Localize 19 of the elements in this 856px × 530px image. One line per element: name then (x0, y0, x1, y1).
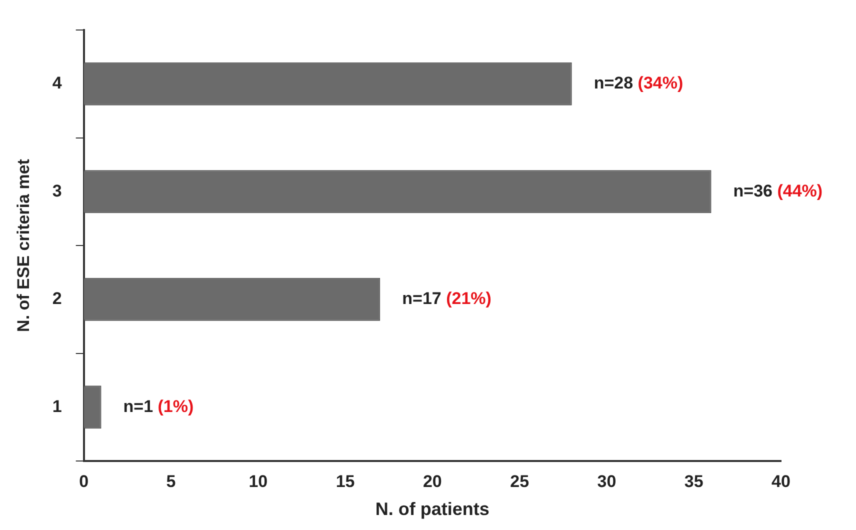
x-axis-title: N. of patients (375, 499, 490, 520)
x-tick-label: 30 (597, 472, 616, 491)
data-label: n=28 (34%) (594, 74, 684, 93)
x-tick-label: 40 (772, 472, 790, 491)
x-tick-label: 20 (422, 472, 442, 491)
data-label: n=1 (1%) (123, 396, 194, 416)
x-tick-label: 10 (248, 472, 268, 491)
data-label: n=17 (21%) (402, 289, 492, 308)
x-tick-label: 5 (166, 472, 176, 491)
data-label: n=36 (44%) (733, 181, 823, 200)
y-tick-label: 3 (52, 181, 62, 200)
x-tick-label: 35 (684, 472, 704, 491)
y-axis-title: N. of ESE criteria met (14, 158, 33, 332)
y-tick-label: 4 (52, 74, 62, 93)
x-tick-label: 0 (79, 472, 89, 491)
x-tick-label: 15 (336, 472, 355, 491)
y-tick-label: 2 (52, 289, 62, 308)
y-tick-label: 1 (52, 396, 62, 416)
x-tick-label: 25 (510, 472, 530, 491)
